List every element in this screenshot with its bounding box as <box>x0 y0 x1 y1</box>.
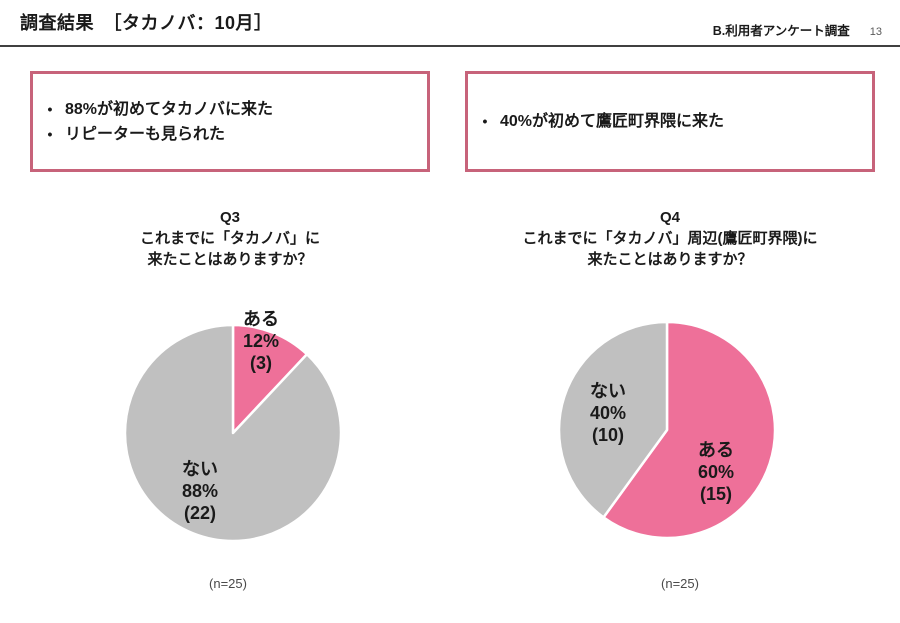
page-title: 調査結果 ［タカノバ：10月］ <box>20 13 273 33</box>
pie-chart-q3: ある 12% (3) ない 88% (22) <box>123 309 343 543</box>
bullet-item: • 40%が初めて鷹匠町界隈に来た <box>478 109 872 134</box>
pie-label-line: 88% <box>181 481 219 501</box>
pie-label: ある 60% (15) <box>698 439 734 505</box>
pie-label-line: (10) <box>591 425 624 445</box>
pie-label-line: (15) <box>699 484 732 504</box>
bullet-text: 88%が初めてタカノバに来た <box>65 100 274 118</box>
summary-box-q4: • 40%が初めて鷹匠町界隈に来た <box>465 71 875 172</box>
header-divider <box>0 45 900 47</box>
pie-label-line: 12% <box>242 331 280 351</box>
bullet-text: リピーターも見られた <box>65 125 226 143</box>
chart-title-line: Q4 <box>659 209 680 226</box>
chart-title-q4: Q4 これまでに「タカノバ」周辺(鷹匠町界隈)に 来たことはありますか？ <box>455 207 885 270</box>
pie-label-line: (3) <box>250 353 272 373</box>
pie-slice-ない <box>557 320 669 519</box>
chart-title-q3: Q3 これまでに「タカノバ」に 来たことはありますか？ <box>30 207 430 270</box>
chart-title-line: 来たことはありますか？ <box>147 251 313 268</box>
bullet-text: 40%が初めて鷹匠町界隈に来た <box>500 113 725 130</box>
pie-label-line: ない <box>590 381 626 401</box>
pie-svg <box>557 320 777 540</box>
bullet-icon: • <box>47 125 53 142</box>
section-label: B.利用者アンケート調査 <box>712 24 850 38</box>
page-number: 13 <box>869 26 882 38</box>
chart-title-line: Q3 <box>219 209 240 226</box>
pie-label-line: ある <box>243 309 279 329</box>
pie-label-line: (22) <box>183 503 216 523</box>
chart-title-line: これまでに「タカノバ」に <box>139 230 320 247</box>
bullet-item: • 88%が初めてタカノバに来た <box>43 97 427 122</box>
pie-label: ない 88% (22) <box>182 458 218 524</box>
pie-slice-ある <box>231 323 309 435</box>
pie-chart-q4: ない 40% (10) ある 60% (15) <box>557 320 777 540</box>
bullet-icon: • <box>47 100 53 117</box>
bullet-icon: • <box>482 113 488 129</box>
chart-title-line: これまでに「タカノバ」周辺(鷹匠町界隈)に <box>522 230 818 247</box>
pie-label-line: 60% <box>697 462 735 482</box>
sample-size-q4: (n=25) <box>661 576 699 591</box>
pie-slice-ある <box>602 320 777 540</box>
chart-title-line: 来たことはありますか？ <box>587 251 753 268</box>
summary-box-q3: • 88%が初めてタカノバに来た • リピーターも見られた <box>30 71 430 172</box>
pie-label-line: ある <box>698 440 734 460</box>
pie-label-line: ない <box>182 459 218 479</box>
pie-slice-ない <box>123 323 343 543</box>
pie-svg <box>123 323 343 543</box>
pie-label: ない 40% (10) <box>590 380 626 446</box>
header-right: B.利用者アンケート調査 13 <box>713 20 882 39</box>
pie-label-line: 40% <box>589 403 627 423</box>
sample-size-q3: (n=25) <box>209 576 247 591</box>
bullet-item: • リピーターも見られた <box>43 122 427 147</box>
pie-label: ある 12% (3) <box>243 308 279 374</box>
